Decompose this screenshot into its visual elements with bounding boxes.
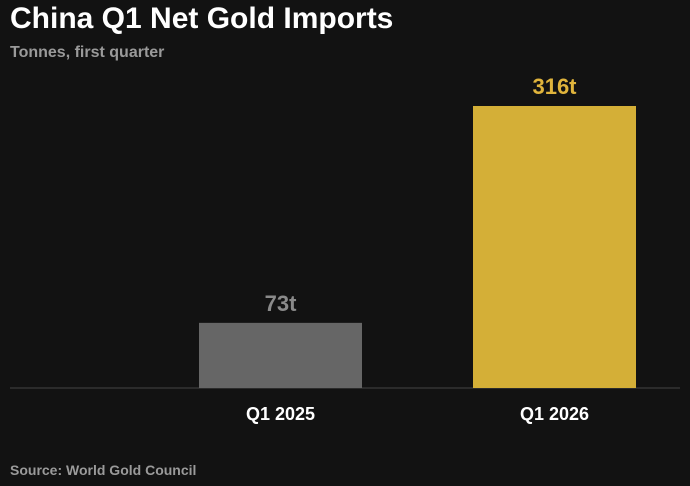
x-tick-label: Q1 2026 (520, 404, 589, 424)
bar-q1-2026 (473, 106, 636, 388)
bar-value-label: 73t (265, 291, 297, 316)
source-note: Source: World Gold Council (10, 462, 197, 478)
chart-title: China Q1 Net Gold Imports (10, 2, 394, 35)
x-tick-label: Q1 2025 (246, 404, 315, 424)
bar-value-label: 316t (532, 74, 577, 99)
bar-q1-2025 (199, 322, 362, 388)
chart-subtitle: Tonnes, first quarter (10, 44, 165, 61)
